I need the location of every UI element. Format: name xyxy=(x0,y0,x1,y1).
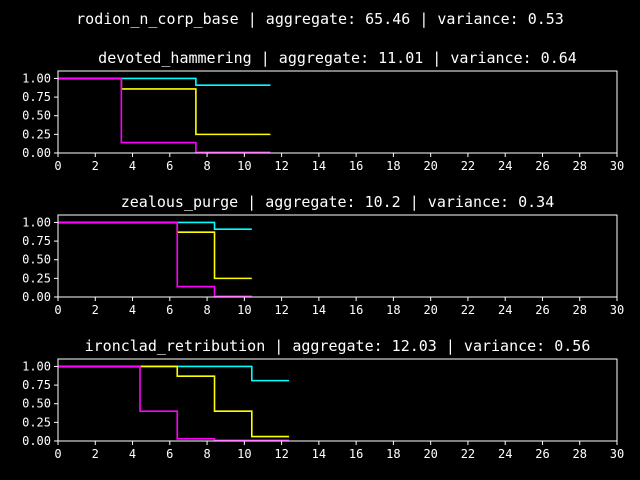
x-tick-label: 8 xyxy=(203,159,210,173)
x-tick-label: 26 xyxy=(535,303,549,317)
subplot-title: devoted_hammering | aggregate: 11.01 | v… xyxy=(98,49,577,67)
x-tick-label: 10 xyxy=(237,447,251,461)
subplot-3: ironclad_retribution | aggregate: 12.03 … xyxy=(22,337,624,461)
figure-suptitle: rodion_n_corp_base | aggregate: 65.46 | … xyxy=(76,10,564,28)
y-tick-label: 0.00 xyxy=(22,434,51,448)
x-tick-label: 12 xyxy=(274,303,288,317)
series-line-3 xyxy=(58,365,290,442)
x-tick-label: 6 xyxy=(166,159,173,173)
x-tick-label: 24 xyxy=(498,303,512,317)
y-tick-label: 0.00 xyxy=(22,290,51,304)
y-tick-label: 0.00 xyxy=(22,146,51,160)
x-tick-label: 28 xyxy=(573,159,587,173)
series-line-2 xyxy=(58,365,290,438)
series-line-3 xyxy=(58,77,271,154)
x-tick-label: 22 xyxy=(461,159,475,173)
x-tick-label: 10 xyxy=(237,159,251,173)
x-tick-label: 22 xyxy=(461,447,475,461)
x-tick-label: 12 xyxy=(274,159,288,173)
x-tick-label: 16 xyxy=(349,159,363,173)
series-line-2 xyxy=(58,77,271,136)
x-tick-label: 18 xyxy=(386,159,400,173)
x-tick-label: 16 xyxy=(349,447,363,461)
subplot-1: devoted_hammering | aggregate: 11.01 | v… xyxy=(22,49,624,173)
y-tick-label: 0.75 xyxy=(22,90,51,104)
x-tick-label: 22 xyxy=(461,303,475,317)
x-tick-label: 20 xyxy=(423,159,437,173)
x-tick-label: 28 xyxy=(573,303,587,317)
x-tick-label: 12 xyxy=(274,447,288,461)
y-tick-label: 0.75 xyxy=(22,378,51,392)
x-tick-label: 0 xyxy=(54,159,61,173)
y-tick-label: 0.75 xyxy=(22,234,51,248)
y-tick-label: 0.50 xyxy=(22,253,51,267)
x-tick-label: 4 xyxy=(129,159,136,173)
x-tick-label: 2 xyxy=(92,159,99,173)
y-tick-label: 0.50 xyxy=(22,109,51,123)
y-tick-label: 1.00 xyxy=(22,359,51,373)
x-tick-label: 16 xyxy=(349,303,363,317)
x-tick-label: 2 xyxy=(92,447,99,461)
series-line-1 xyxy=(58,221,252,230)
x-tick-label: 20 xyxy=(423,447,437,461)
x-tick-label: 14 xyxy=(312,159,326,173)
y-tick-label: 0.50 xyxy=(22,397,51,411)
series-line-1 xyxy=(58,77,271,86)
x-tick-label: 26 xyxy=(535,159,549,173)
x-tick-label: 4 xyxy=(129,447,136,461)
x-tick-label: 10 xyxy=(237,303,251,317)
subplot-title: ironclad_retribution | aggregate: 12.03 … xyxy=(85,337,591,355)
x-tick-label: 30 xyxy=(610,159,624,173)
x-tick-label: 18 xyxy=(386,303,400,317)
x-tick-label: 8 xyxy=(203,447,210,461)
axes-frame xyxy=(57,70,618,154)
x-tick-label: 6 xyxy=(166,303,173,317)
x-tick-label: 0 xyxy=(54,303,61,317)
x-tick-label: 4 xyxy=(129,303,136,317)
y-tick-label: 0.25 xyxy=(22,415,51,429)
x-tick-label: 18 xyxy=(386,447,400,461)
x-tick-label: 24 xyxy=(498,447,512,461)
x-tick-label: 30 xyxy=(610,447,624,461)
x-tick-label: 8 xyxy=(203,303,210,317)
axes-frame xyxy=(57,214,618,298)
y-tick-label: 0.25 xyxy=(22,127,51,141)
x-tick-label: 20 xyxy=(423,303,437,317)
x-tick-label: 24 xyxy=(498,159,512,173)
subplot-title: zealous_purge | aggregate: 10.2 | varian… xyxy=(121,193,554,211)
y-tick-label: 0.25 xyxy=(22,271,51,285)
y-tick-label: 1.00 xyxy=(22,71,51,85)
x-tick-label: 6 xyxy=(166,447,173,461)
series-line-3 xyxy=(58,221,252,298)
x-tick-label: 28 xyxy=(573,447,587,461)
series-line-1 xyxy=(58,365,290,382)
x-tick-label: 14 xyxy=(312,447,326,461)
subplot-2: zealous_purge | aggregate: 10.2 | varian… xyxy=(22,193,624,317)
x-tick-label: 26 xyxy=(535,447,549,461)
x-tick-label: 2 xyxy=(92,303,99,317)
x-tick-label: 30 xyxy=(610,303,624,317)
y-tick-label: 1.00 xyxy=(22,215,51,229)
x-tick-label: 0 xyxy=(54,447,61,461)
series-line-2 xyxy=(58,221,252,280)
x-tick-label: 14 xyxy=(312,303,326,317)
axes-frame xyxy=(57,358,618,442)
